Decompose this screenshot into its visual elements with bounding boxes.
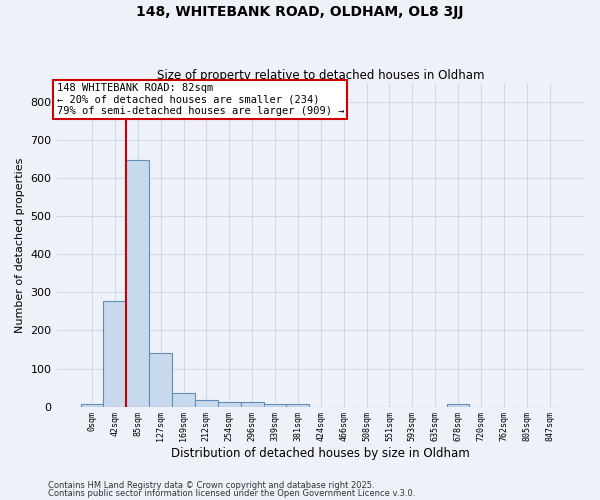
Text: 148, WHITEBANK ROAD, OLDHAM, OL8 3JJ: 148, WHITEBANK ROAD, OLDHAM, OL8 3JJ [136, 5, 464, 19]
X-axis label: Distribution of detached houses by size in Oldham: Distribution of detached houses by size … [172, 447, 470, 460]
Bar [103, 301, 127, 406]
Bar [241, 402, 263, 406]
Bar [286, 404, 310, 406]
Bar [149, 352, 172, 406]
Bar [263, 404, 286, 406]
Text: Contains public sector information licensed under the Open Government Licence v.: Contains public sector information licen… [48, 489, 415, 498]
Bar [195, 400, 218, 406]
Bar [172, 392, 195, 406]
Bar [127, 160, 149, 406]
Bar [80, 404, 103, 406]
Title: Size of property relative to detached houses in Oldham: Size of property relative to detached ho… [157, 69, 485, 82]
Bar [446, 404, 469, 406]
Bar [218, 402, 241, 406]
Y-axis label: Number of detached properties: Number of detached properties [15, 157, 25, 332]
Text: Contains HM Land Registry data © Crown copyright and database right 2025.: Contains HM Land Registry data © Crown c… [48, 480, 374, 490]
Text: 148 WHITEBANK ROAD: 82sqm
← 20% of detached houses are smaller (234)
79% of semi: 148 WHITEBANK ROAD: 82sqm ← 20% of detac… [56, 83, 344, 116]
